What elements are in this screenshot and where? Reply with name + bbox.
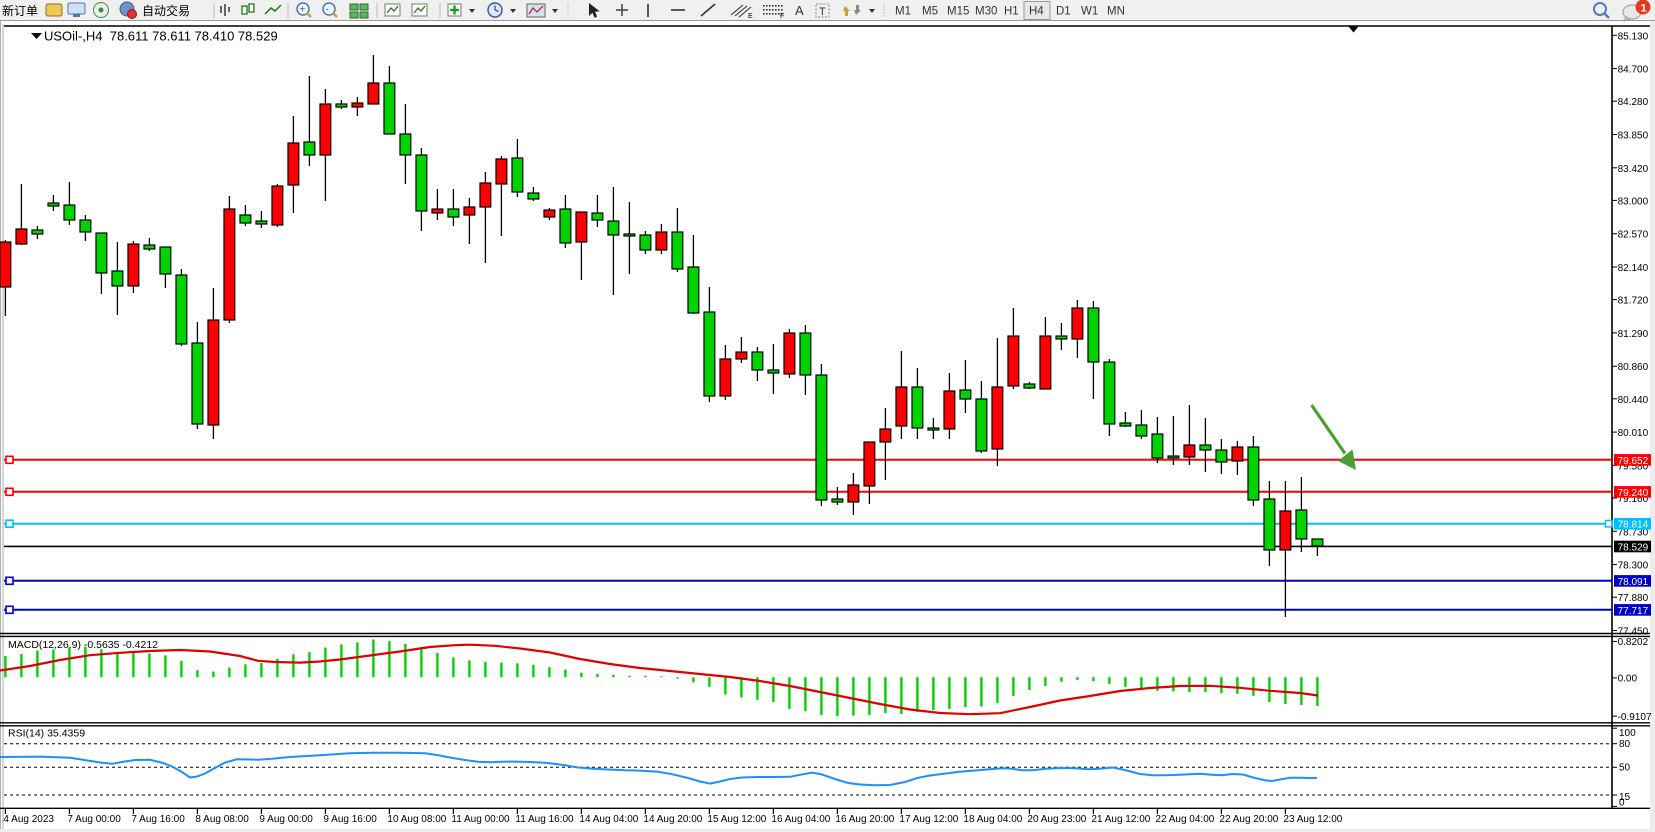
svg-text:D1: D1 (1056, 6, 1071, 18)
svg-text:0.8202: 0.8202 (1618, 637, 1649, 648)
svg-text:79.652: 79.652 (1618, 456, 1649, 467)
svg-text:82.140: 82.140 (1618, 263, 1649, 274)
svg-text:9 Aug 16:00: 9 Aug 16:00 (323, 814, 377, 825)
svg-text:4 Aug 2023: 4 Aug 2023 (3, 814, 54, 825)
svg-text:77.450: 77.450 (1618, 627, 1649, 638)
svg-text:10 Aug 08:00: 10 Aug 08:00 (387, 814, 446, 825)
svg-text:新订单: 新订单 (2, 3, 38, 18)
svg-text:20 Aug 23:00: 20 Aug 23:00 (1027, 814, 1086, 825)
svg-text:78.814: 78.814 (1618, 520, 1649, 531)
svg-text:RSI(14) 35.4359: RSI(14) 35.4359 (8, 728, 85, 740)
svg-text:15: 15 (1619, 792, 1631, 803)
svg-text:MN: MN (1107, 6, 1125, 18)
svg-text:81.720: 81.720 (1618, 296, 1649, 307)
svg-text:15 Aug 12:00: 15 Aug 12:00 (707, 814, 766, 825)
svg-text:78.091: 78.091 (1618, 577, 1649, 588)
svg-text:M5: M5 (922, 6, 938, 18)
svg-text:1: 1 (1641, 3, 1647, 15)
svg-text:7 Aug 16:00: 7 Aug 16:00 (131, 814, 185, 825)
svg-text:78.300: 78.300 (1618, 561, 1649, 572)
svg-text:18 Aug 04:00: 18 Aug 04:00 (963, 814, 1022, 825)
svg-text:H4: H4 (1029, 6, 1044, 18)
svg-text:A: A (795, 3, 804, 18)
svg-text:USOil-,H4 78.611 78.611 78.41: USOil-,H4 78.611 78.611 78.410 78.529 (44, 29, 278, 44)
svg-text:16 Aug 20:00: 16 Aug 20:00 (835, 814, 894, 825)
svg-text:E: E (748, 13, 753, 20)
svg-text:+: + (300, 5, 306, 16)
svg-text:16 Aug 04:00: 16 Aug 04:00 (771, 814, 830, 825)
svg-text:78.730: 78.730 (1618, 527, 1649, 538)
svg-text:50: 50 (1619, 763, 1631, 774)
svg-text:85.130: 85.130 (1618, 31, 1649, 42)
svg-text:79.160: 79.160 (1618, 494, 1649, 505)
svg-text:22 Aug 20:00: 22 Aug 20:00 (1219, 814, 1278, 825)
svg-text:0: 0 (1619, 798, 1625, 809)
svg-text:W1: W1 (1081, 6, 1098, 18)
svg-text:80.010: 80.010 (1618, 428, 1649, 439)
svg-text:7 Aug 00:00: 7 Aug 00:00 (67, 814, 121, 825)
svg-text:83.420: 83.420 (1618, 164, 1649, 175)
svg-text:M15: M15 (947, 6, 969, 18)
svg-text:T: T (819, 6, 826, 18)
svg-text:-0.9107: -0.9107 (1618, 712, 1652, 723)
svg-text:84.280: 84.280 (1618, 97, 1649, 108)
svg-text:77.717: 77.717 (1618, 606, 1649, 617)
svg-text:14 Aug 20:00: 14 Aug 20:00 (643, 814, 702, 825)
svg-text:11 Aug 00:00: 11 Aug 00:00 (451, 814, 510, 825)
svg-text:MACD(12,26,9) -0.5635 -0.4212: MACD(12,26,9) -0.5635 -0.4212 (8, 639, 158, 651)
svg-text:23 Aug 12:00: 23 Aug 12:00 (1283, 814, 1342, 825)
svg-text:84.700: 84.700 (1618, 65, 1649, 76)
svg-text:自动交易: 自动交易 (142, 3, 190, 18)
svg-text:M1: M1 (895, 6, 911, 18)
svg-text:21 Aug 12:00: 21 Aug 12:00 (1091, 814, 1150, 825)
svg-text:79.240: 79.240 (1618, 488, 1649, 499)
svg-text:-: - (326, 5, 329, 16)
svg-text:8 Aug 08:00: 8 Aug 08:00 (195, 814, 249, 825)
svg-text:80: 80 (1619, 739, 1631, 750)
svg-text:100: 100 (1619, 728, 1636, 739)
svg-text:9 Aug 00:00: 9 Aug 00:00 (259, 814, 313, 825)
svg-text:79.580: 79.580 (1618, 461, 1649, 472)
svg-text:M30: M30 (975, 6, 997, 18)
svg-text:78.529: 78.529 (1618, 542, 1649, 553)
svg-text:80.440: 80.440 (1618, 395, 1649, 406)
svg-text:14 Aug 04:00: 14 Aug 04:00 (579, 814, 638, 825)
svg-text:F: F (780, 13, 784, 20)
svg-text:80.860: 80.860 (1618, 362, 1649, 373)
svg-text:83.000: 83.000 (1618, 196, 1649, 207)
svg-text:H1: H1 (1004, 6, 1019, 18)
svg-text:77.880: 77.880 (1618, 593, 1649, 604)
svg-text:83.850: 83.850 (1618, 131, 1649, 142)
svg-text:11 Aug 16:00: 11 Aug 16:00 (515, 814, 574, 825)
svg-text:22 Aug 04:00: 22 Aug 04:00 (1155, 814, 1214, 825)
svg-text:17 Aug 12:00: 17 Aug 12:00 (899, 814, 958, 825)
svg-text:0.00: 0.00 (1618, 674, 1638, 685)
svg-text:81.290: 81.290 (1618, 329, 1649, 340)
svg-text:82.570: 82.570 (1618, 230, 1649, 241)
